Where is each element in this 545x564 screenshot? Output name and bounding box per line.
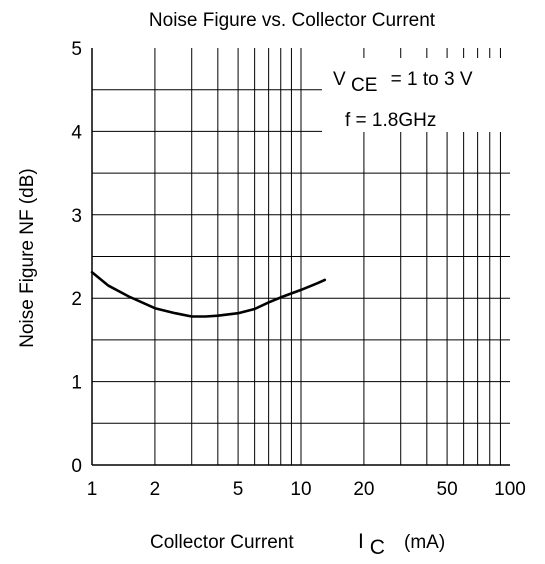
series-layer (90, 270, 327, 318)
annotation-range: = 1 to 3 V (391, 69, 473, 90)
x-axis-label-main: Collector Current (150, 532, 294, 553)
x-axis-label-symbol: I (358, 530, 364, 553)
annotation-line2: f = 1.8GHz (345, 110, 436, 131)
svg-text:Collector Current: Collector Current (150, 532, 294, 553)
y-tick-label: 2 (71, 289, 82, 310)
x-tick-label: 20 (353, 479, 374, 500)
x-tick-label: 100 (494, 479, 526, 500)
chart-title: Noise Figure vs. Collector Current (149, 10, 436, 31)
x-tick-label: 50 (437, 479, 458, 500)
noise-figure-curve (90, 270, 327, 318)
x-tick-label: 2 (150, 479, 161, 500)
y-tick-label: 4 (71, 122, 82, 143)
x-axis-label: Collector Current I C (mA) (150, 530, 445, 559)
annotation-v: V (333, 69, 346, 90)
y-tick-labels: 0 1 2 3 4 5 (71, 39, 82, 477)
annotation-line1: V CE = 1 to 3 V (333, 69, 473, 96)
x-axis-label-unit: (mA) (404, 532, 445, 553)
svg-text:(mA): (mA) (404, 532, 445, 553)
svg-text:I C: I C (358, 530, 385, 559)
y-axis-label: Noise Figure NF (dB) (17, 168, 38, 348)
x-tick-label: 1 (87, 479, 98, 500)
x-tick-label: 10 (290, 479, 311, 500)
y-tick-label: 1 (71, 373, 82, 394)
y-tick-label: 3 (71, 206, 82, 227)
x-axis-label-subscript: C (370, 536, 385, 559)
x-tick-label: 5 (233, 479, 244, 500)
y-tick-label: 0 (71, 456, 82, 477)
annotation-box (322, 58, 510, 132)
x-tick-labels: 1 2 5 10 20 50 100 (87, 479, 526, 500)
annotation-ce: CE (351, 75, 377, 96)
y-tick-label: 5 (71, 39, 82, 60)
